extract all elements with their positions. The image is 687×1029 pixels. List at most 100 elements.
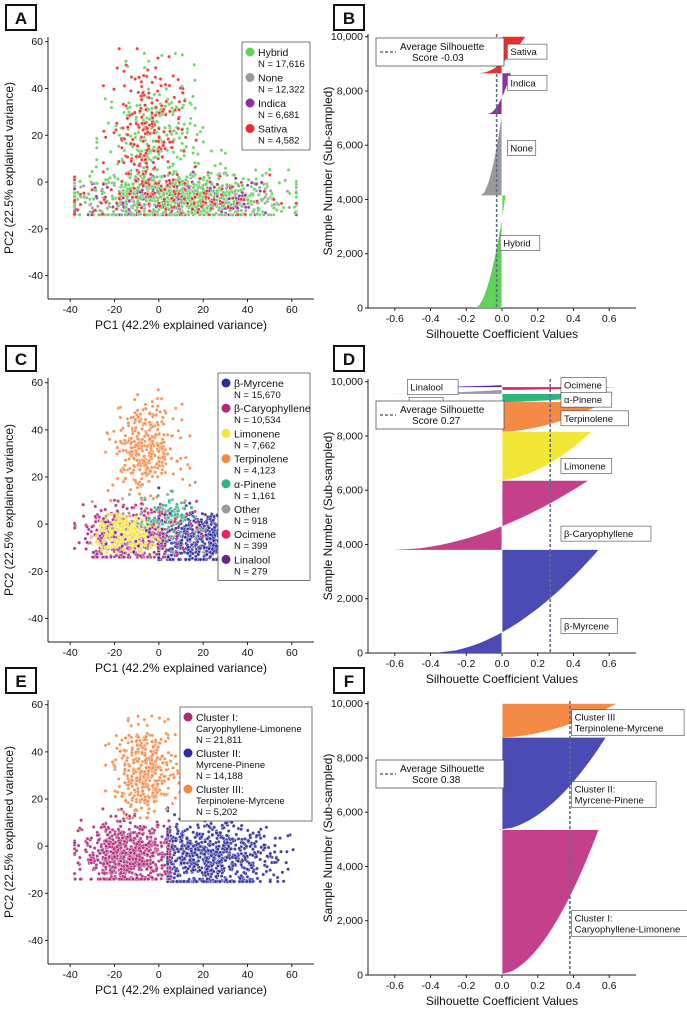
scatter-point xyxy=(185,851,189,856)
legend-marker xyxy=(221,479,231,489)
scatter-point xyxy=(120,527,125,532)
scatter-point xyxy=(191,844,196,849)
scatter-point xyxy=(125,125,130,130)
y-tick-label: -20 xyxy=(28,566,43,578)
x-tick-label: 0 xyxy=(156,647,162,659)
scatter-point xyxy=(164,212,169,217)
scatter-point xyxy=(165,527,170,532)
scatter-point xyxy=(271,873,276,877)
scatter-point xyxy=(169,434,174,438)
scatter-point xyxy=(94,540,99,545)
scatter-point xyxy=(122,84,127,88)
y-tick-label: 10,000 xyxy=(331,376,363,388)
scatter-point xyxy=(197,180,201,185)
legend-marker xyxy=(221,504,231,514)
scatter-point xyxy=(209,522,214,527)
scatter-point xyxy=(100,212,105,217)
scatter-point xyxy=(216,854,221,858)
scatter-point xyxy=(185,836,189,841)
scatter-point xyxy=(243,212,248,217)
scatter-point xyxy=(156,525,160,529)
scatter-point xyxy=(133,503,138,507)
scatter-point xyxy=(83,848,88,852)
scatter-point xyxy=(221,836,226,841)
scatter-point xyxy=(139,97,144,102)
scatter-point xyxy=(156,156,161,161)
scatter-point xyxy=(251,847,255,852)
scatter-point xyxy=(192,515,197,519)
scatter-point xyxy=(131,830,136,835)
y-tick-label: 6,000 xyxy=(337,140,363,152)
scatter-point xyxy=(135,46,140,51)
scatter-point xyxy=(160,546,165,551)
scatter-point xyxy=(139,94,144,98)
scatter-point xyxy=(129,471,134,475)
scatter-point xyxy=(171,550,175,555)
scatter-point xyxy=(97,212,101,217)
scatter-point xyxy=(133,539,138,544)
scatter-point xyxy=(184,511,189,516)
legend-count: N = 918 xyxy=(234,516,268,527)
scatter-point xyxy=(159,471,164,476)
scatter-point xyxy=(177,107,181,112)
scatter-point xyxy=(193,172,197,177)
scatter-point xyxy=(150,122,154,126)
scatter-point xyxy=(201,879,206,884)
x-tick-label: -20 xyxy=(107,647,122,659)
scatter-point xyxy=(156,443,160,448)
scatter-point xyxy=(183,187,188,192)
scatter-point xyxy=(212,825,217,830)
scatter-point xyxy=(186,212,191,217)
scatter-point xyxy=(174,553,179,558)
scatter-point xyxy=(141,172,146,176)
scatter-point xyxy=(173,507,178,511)
scatter-point xyxy=(258,836,263,840)
scatter-point xyxy=(117,191,122,196)
legend-marker xyxy=(221,378,231,388)
x-tick-label: 0.0 xyxy=(495,658,510,670)
scatter-point xyxy=(196,152,200,156)
y-tick-label: 8,000 xyxy=(337,430,363,442)
scatter-point xyxy=(117,46,122,51)
scatter-point xyxy=(172,519,177,524)
panel-label-c: C xyxy=(5,345,37,372)
scatter-point xyxy=(264,171,268,176)
scatter-point xyxy=(129,212,133,217)
scatter-point xyxy=(125,541,130,546)
scatter-point xyxy=(101,160,106,165)
scatter-point xyxy=(184,144,189,149)
scatter-point xyxy=(173,850,177,855)
scatter-point xyxy=(122,160,126,165)
scatter-point xyxy=(187,501,192,506)
scatter-point xyxy=(176,557,181,562)
scatter-point xyxy=(188,521,193,526)
scatter-point xyxy=(219,192,224,197)
scatter-point xyxy=(272,860,277,865)
scatter-point xyxy=(92,846,97,850)
scatter-point xyxy=(287,191,292,196)
scatter-point xyxy=(267,167,272,172)
scatter-point xyxy=(235,869,240,874)
scatter-point xyxy=(149,465,154,470)
scatter-point xyxy=(150,101,154,105)
scatter-point xyxy=(193,123,197,128)
scatter-point xyxy=(173,838,178,843)
scatter-point xyxy=(170,497,175,502)
scatter-point xyxy=(170,145,174,150)
scatter-point xyxy=(194,499,199,504)
scatter-point xyxy=(105,430,109,435)
scatter-point xyxy=(204,552,209,557)
scatter-point xyxy=(279,209,284,214)
scatter-point xyxy=(242,870,246,875)
scatter-point xyxy=(146,511,150,515)
scatter-point xyxy=(135,144,140,148)
x-tick-label: 0.0 xyxy=(495,313,510,325)
scatter-point xyxy=(212,185,217,189)
scatter-point xyxy=(112,498,117,503)
scatter-point xyxy=(193,557,198,562)
scatter-point xyxy=(160,464,165,468)
scatter-point xyxy=(173,859,178,863)
scatter-point xyxy=(144,180,148,185)
scatter-point xyxy=(121,102,126,107)
scatter-point xyxy=(227,196,232,201)
